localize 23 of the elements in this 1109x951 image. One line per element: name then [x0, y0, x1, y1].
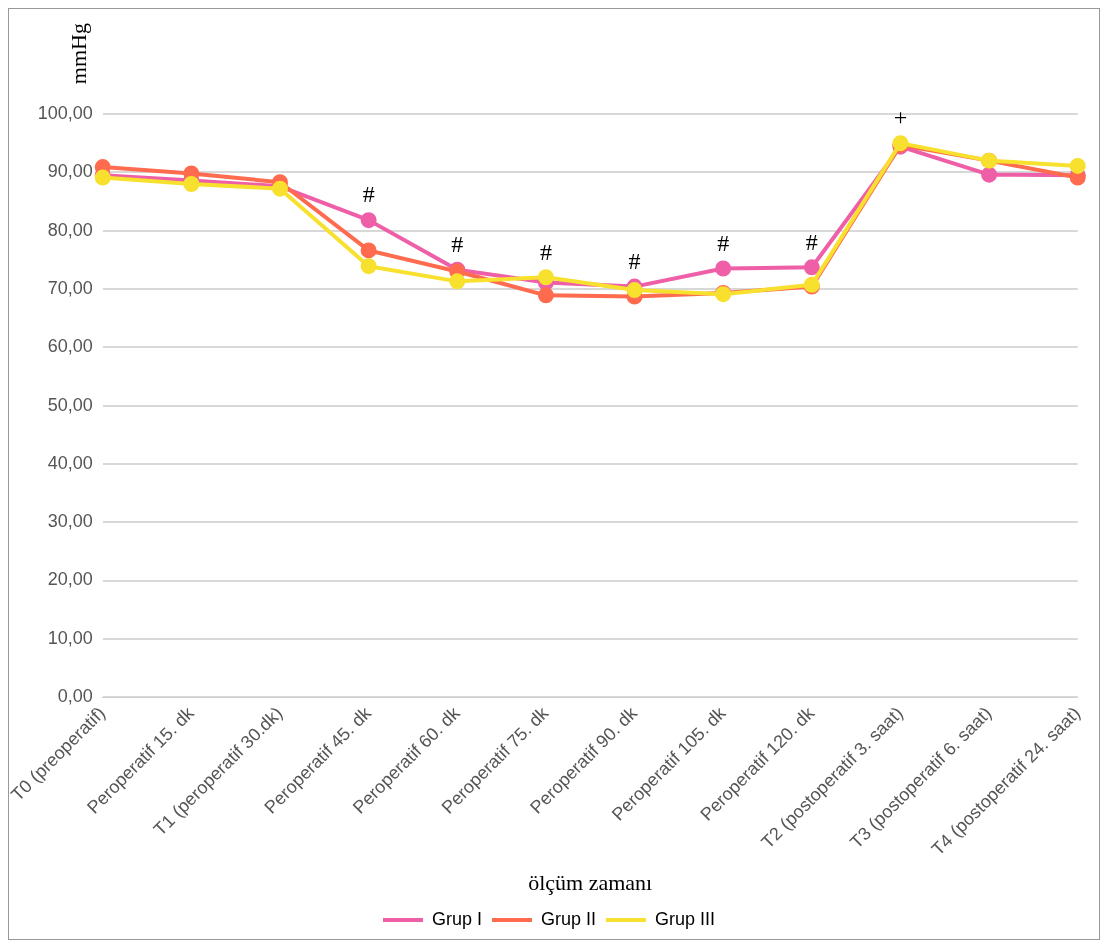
- annotation: #: [628, 247, 641, 274]
- y-axis-title: mmHg: [66, 23, 92, 85]
- y-tick-label: 100,00: [37, 102, 93, 123]
- y-tick-label: 0,00: [57, 686, 93, 707]
- y-tick-label: 50,00: [47, 394, 93, 415]
- x-axis-title: ölçüm zamanı: [528, 869, 653, 895]
- annotation: #: [539, 238, 552, 265]
- y-tick-label: 90,00: [47, 161, 93, 182]
- legend-label: Grup I: [431, 908, 482, 929]
- y-tick-label: 40,00: [47, 452, 93, 473]
- y-tick-label: 60,00: [47, 336, 93, 357]
- y-tick-label: 20,00: [47, 569, 93, 590]
- annotation: #: [805, 228, 818, 255]
- y-tick-label: 70,00: [47, 277, 93, 298]
- legend-label: Grup III: [655, 908, 716, 929]
- y-tick-label: 30,00: [47, 511, 93, 532]
- annotation: +: [893, 104, 908, 131]
- y-tick-label: 80,00: [47, 219, 93, 240]
- annotation: #: [451, 230, 464, 257]
- annotation: #: [717, 229, 730, 256]
- y-tick-label: 10,00: [47, 627, 93, 648]
- annotation: #: [362, 181, 375, 208]
- legend-label: Grup II: [540, 908, 597, 929]
